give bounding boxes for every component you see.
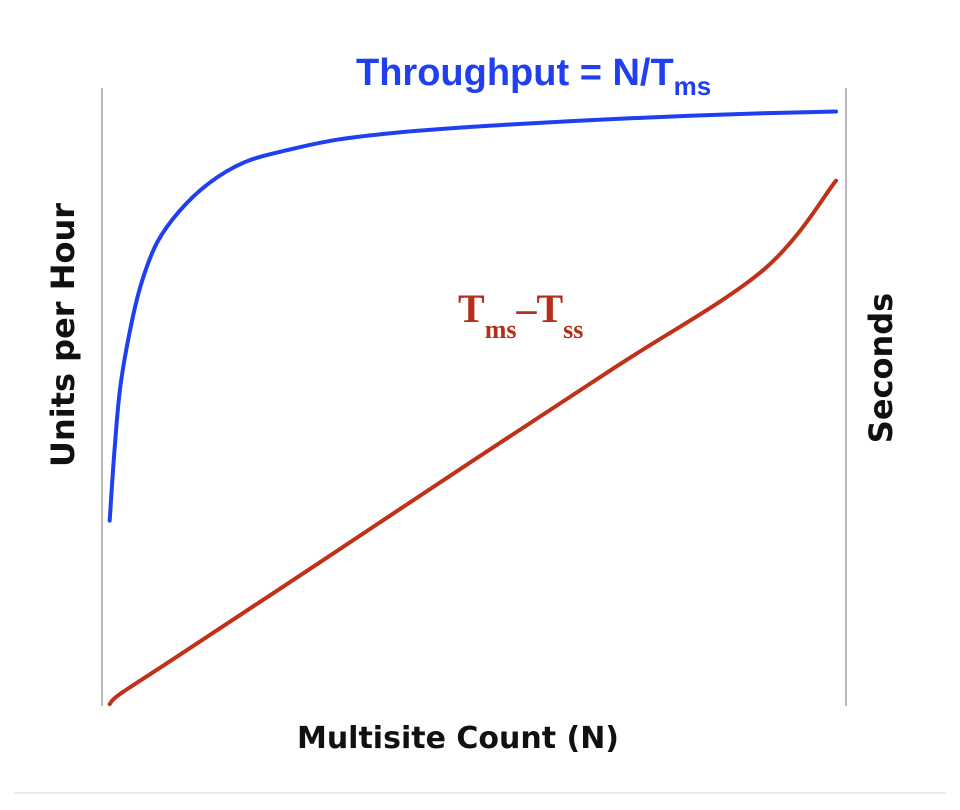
series-layer [107, 109, 838, 707]
series-label-tms-tss: Tms–Tss [458, 286, 583, 344]
series-label-throughput: Throughput = N/Tms [356, 52, 711, 101]
series-label-tms-tss-sub: ms [485, 315, 517, 344]
x-axis-label: Multisite Count (N) [297, 721, 619, 756]
footer-divider [14, 792, 946, 794]
series-label-tms-tss-main: T [458, 286, 485, 331]
series-label-tms-tss-sub2: ss [563, 315, 583, 344]
series-label-tms-tss-mid: –T [515, 286, 563, 331]
series-label-throughput-sub: ms [674, 71, 712, 101]
series-label-throughput-main: Throughput = N/T [356, 52, 674, 94]
y-axis-label-right: Seconds [862, 293, 900, 443]
y-axis-label-left: Units per Hour [44, 203, 82, 467]
throughput-curve [107, 109, 838, 523]
tms-tss-line [107, 178, 838, 707]
